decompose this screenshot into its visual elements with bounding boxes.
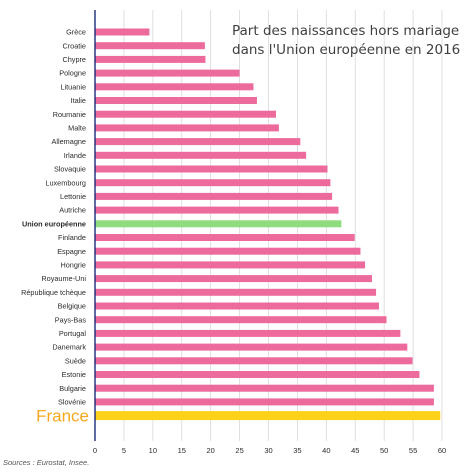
category-label-grece: Grèce xyxy=(66,28,86,37)
bar-hongrie xyxy=(95,261,366,269)
category-label-malte: Malte xyxy=(68,124,86,133)
x-tick-10: 10 xyxy=(149,446,157,455)
bars xyxy=(95,28,441,421)
bar-finlande xyxy=(95,234,355,241)
category-label-croatie: Croatie xyxy=(62,41,86,50)
bar-pays-bas xyxy=(95,316,387,324)
category-label-finlande: Finlande xyxy=(58,233,86,242)
bar-grece xyxy=(95,28,150,36)
x-tick-60: 60 xyxy=(438,446,446,455)
category-label-pologne: Pologne xyxy=(59,69,86,78)
bar-chypre xyxy=(95,55,206,63)
category-label-estonie: Estonie xyxy=(62,370,86,379)
bar-roumanie xyxy=(95,110,277,118)
bar-belgique xyxy=(95,302,379,310)
category-label-royaume-uni: Royaume-Uni xyxy=(41,274,86,283)
category-labels: Grèce Croatie Chypre Pologne Lituanie Italie R… xyxy=(21,28,89,426)
bar-bulgarie xyxy=(95,384,434,392)
bar-irlande xyxy=(95,151,307,159)
bar-autriche xyxy=(95,206,339,214)
category-label-danemark: Danemark xyxy=(52,343,86,352)
bar-italie xyxy=(95,97,257,104)
bar-lituanie xyxy=(95,83,254,91)
category-label-belgique: Belgique xyxy=(58,302,86,311)
bar-france xyxy=(95,411,441,421)
bar-slovaquie xyxy=(95,165,328,173)
category-label-bulgarie: Bulgarie xyxy=(59,384,86,393)
category-label-luxembourg: Luxembourg xyxy=(45,178,86,187)
chart-title-line-1: Part des naissances hors mariage xyxy=(232,23,460,39)
category-label-allemagne: Allemagne xyxy=(52,137,86,146)
bar-malte xyxy=(95,124,279,132)
category-label-union-europeenne: Union européenne xyxy=(22,219,86,228)
bar-pologne xyxy=(95,69,240,77)
bar-royaume-uni xyxy=(95,275,373,283)
category-label-chypre: Chypre xyxy=(62,55,86,64)
bar-allemagne xyxy=(95,138,301,146)
bar-estonie xyxy=(95,371,420,378)
category-label-hongrie: Hongrie xyxy=(60,261,86,270)
category-label-espagne: Espagne xyxy=(57,247,86,256)
category-label-lettonie: Lettonie xyxy=(60,192,86,201)
chart-title-line-2: dans l'Union européenne en 2016 xyxy=(232,42,461,58)
bar-danemark xyxy=(95,343,408,351)
x-tick-20: 20 xyxy=(206,446,214,455)
bar-lettonie xyxy=(95,192,333,200)
category-label-france: France xyxy=(36,407,89,426)
bar-portugal xyxy=(95,329,401,337)
category-label-italie: Italie xyxy=(71,96,86,105)
x-tick-5: 5 xyxy=(122,446,126,455)
x-tick-55: 55 xyxy=(409,446,417,455)
category-label-lituanie: Lituanie xyxy=(60,82,86,91)
bar-croatie xyxy=(95,42,205,50)
x-tick-0: 0 xyxy=(93,446,97,455)
category-label-slovenie: Slovénie xyxy=(58,398,86,407)
chart-title: Part des naissances hors mariage dans l'… xyxy=(232,22,467,60)
x-tick-40: 40 xyxy=(322,446,330,455)
x-tick-25: 25 xyxy=(235,446,243,455)
source-note: Sources : Eurostat, Insee. xyxy=(3,458,90,467)
bar-luxembourg xyxy=(95,179,331,187)
x-tick-15: 15 xyxy=(178,446,186,455)
category-label-portugal: Portugal xyxy=(59,329,87,338)
bar-espagne xyxy=(95,247,361,255)
category-label-suede: Suède xyxy=(65,356,86,365)
x-tick-30: 30 xyxy=(264,446,272,455)
category-label-republique-tcheque: République tchèque xyxy=(21,288,86,297)
x-tick-50: 50 xyxy=(380,446,388,455)
category-label-irlande: Irlande xyxy=(64,151,86,160)
bar-slovenie xyxy=(95,398,434,406)
x-tick-labels: 0 5 10 15 20 25 30 35 40 45 50 55 60 xyxy=(93,446,446,455)
category-label-pays-bas: Pays-Bas xyxy=(55,315,87,324)
bar-republique-tcheque xyxy=(95,288,377,296)
x-tick-45: 45 xyxy=(351,446,359,455)
bar-suede xyxy=(95,357,413,365)
bar-union-europeenne xyxy=(95,220,342,228)
x-tick-35: 35 xyxy=(293,446,301,455)
category-label-autriche: Autriche xyxy=(59,206,86,215)
category-label-roumanie: Roumanie xyxy=(53,110,86,119)
category-label-slovaquie: Slovaquie xyxy=(54,165,86,174)
